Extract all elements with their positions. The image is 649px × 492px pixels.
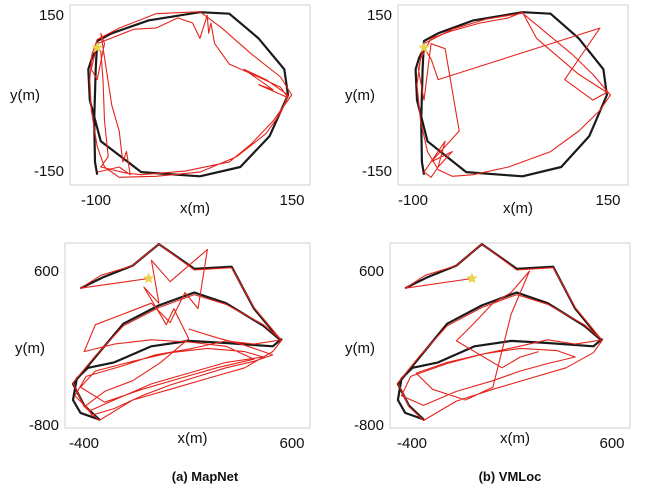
y-tick-label: 150 — [39, 7, 64, 24]
y-tick-label: 600 — [34, 263, 59, 280]
ground-truth-line-p01 — [414, 11, 609, 178]
x-tick-label: -100 — [81, 192, 111, 209]
start-marker — [418, 41, 430, 53]
prediction-line-p10 — [72, 243, 283, 422]
y-axis-label: y(m) — [15, 340, 45, 357]
plot-p00: -100 150 150 -150 x(m) y(m) — [10, 4, 311, 217]
plot-frame — [69, 4, 311, 186]
start-marker — [91, 41, 103, 53]
ground-truth-line-p11 — [396, 243, 604, 421]
y-tick-label: -150 — [362, 163, 392, 180]
ground-truth-line-p10 — [71, 243, 283, 421]
ground-truth-line-p00 — [87, 11, 290, 178]
plot-p11: -400 600 600 -800 x(m) y(m) — [345, 242, 631, 452]
prediction-line-p00 — [89, 11, 293, 178]
x-axis-label: x(m) — [500, 430, 530, 447]
x-tick-label: -400 — [69, 435, 99, 452]
prediction-line-p11 — [397, 243, 604, 422]
y-tick-label: 150 — [367, 7, 392, 24]
plot-p10: -400 600 600 -800 x(m) y(m) — [15, 242, 311, 452]
x-axis-label: x(m) — [503, 200, 533, 217]
y-tick-label: -800 — [354, 417, 384, 434]
x-tick-label: 150 — [595, 192, 620, 209]
x-axis-label: x(m) — [180, 200, 210, 217]
prediction-line-p01 — [416, 11, 611, 178]
x-tick-label: 600 — [599, 435, 624, 452]
x-tick-label: -100 — [398, 192, 428, 209]
y-axis-label: y(m) — [345, 340, 375, 357]
y-axis-label: y(m) — [345, 87, 375, 104]
start-marker — [142, 272, 155, 284]
y-axis-label: y(m) — [10, 87, 40, 104]
x-axis-label: x(m) — [178, 430, 208, 447]
x-tick-label: 150 — [279, 192, 304, 209]
plot-frame — [389, 242, 631, 429]
y-tick-label: -150 — [34, 163, 64, 180]
y-tick-label: 600 — [359, 263, 384, 280]
plot-p01: -100 150 150 -150 x(m) y(m) — [345, 4, 629, 217]
x-tick-label: 600 — [279, 435, 304, 452]
x-tick-label: -400 — [397, 435, 427, 452]
plot-frame — [397, 4, 629, 186]
y-tick-label: -800 — [29, 417, 59, 434]
start-marker — [466, 272, 478, 284]
